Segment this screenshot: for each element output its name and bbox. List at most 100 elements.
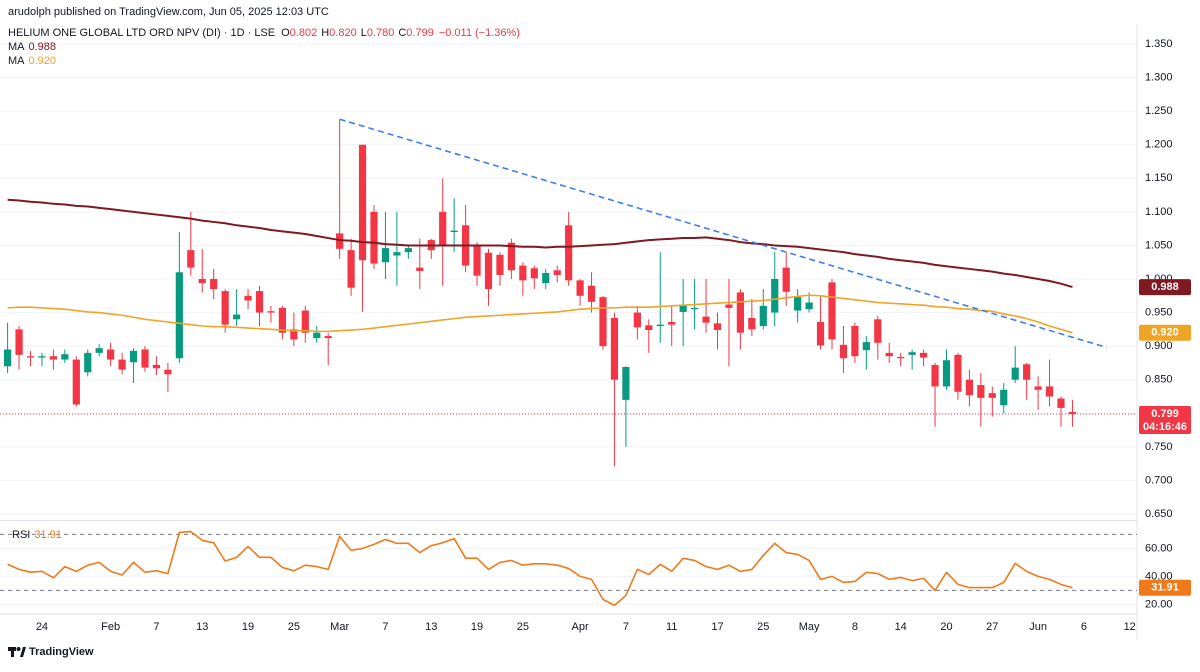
candle-body xyxy=(72,359,80,405)
candle-body xyxy=(1023,364,1031,380)
candle-body xyxy=(416,267,424,271)
x-tick-label: 20 xyxy=(940,621,952,633)
candle-body xyxy=(874,319,882,343)
ma-badge-text: 0.920 xyxy=(1151,327,1179,339)
candle-body xyxy=(656,324,664,327)
candle-body xyxy=(885,352,893,357)
candle-body xyxy=(233,314,241,320)
x-tick-label: 25 xyxy=(757,621,769,633)
ma-legend-value: 0.920 xyxy=(29,55,57,67)
candle-body xyxy=(107,349,115,360)
candle-body xyxy=(61,354,69,360)
candle-body xyxy=(920,352,928,358)
candle-body xyxy=(15,329,23,355)
candle-body xyxy=(141,349,149,368)
trendline xyxy=(339,118,1108,349)
x-tick-label: 7 xyxy=(153,621,159,633)
candle-body xyxy=(267,311,275,313)
candle-body xyxy=(610,317,619,380)
candle-body xyxy=(553,270,561,275)
candle-body xyxy=(839,344,848,359)
candle-body xyxy=(633,312,641,328)
candle-body xyxy=(439,211,447,245)
candle-body xyxy=(988,393,996,398)
ma-legend: MA 0.988 xyxy=(8,41,56,53)
candle-body xyxy=(175,272,183,359)
candle-body xyxy=(965,379,973,396)
candle-body xyxy=(622,366,630,400)
candle-body xyxy=(95,348,103,353)
x-tick-label: 13 xyxy=(425,621,437,633)
y-tick-label: 1.050 xyxy=(1145,239,1173,251)
x-tick-label: 8 xyxy=(852,621,858,633)
rsi-legend-value: 31.91 xyxy=(34,529,62,541)
candle-body xyxy=(851,326,859,357)
y-tick-label: 1.350 xyxy=(1145,38,1173,50)
ohlc-value: 0.780 xyxy=(367,27,395,39)
candle-body xyxy=(759,305,767,327)
candle-body xyxy=(668,321,676,325)
candle-body xyxy=(370,211,378,264)
x-tick-label: 17 xyxy=(711,621,723,633)
candle-body xyxy=(782,267,790,292)
candle-body xyxy=(565,225,573,281)
candle-body xyxy=(542,272,550,284)
candle-body xyxy=(1000,389,1008,406)
candle-body xyxy=(381,248,390,263)
candle-body xyxy=(164,369,172,375)
candle-body xyxy=(393,252,401,256)
candle-body xyxy=(38,356,46,358)
candle-body xyxy=(736,292,744,333)
x-tick-label: 7 xyxy=(382,621,388,633)
candle-body xyxy=(26,356,35,358)
ohlc-label: O xyxy=(281,27,290,39)
y-tick-label: 60.00 xyxy=(1145,542,1173,554)
y-tick-label: 1.200 xyxy=(1145,139,1173,151)
rsi-legend: RSI 31.91 xyxy=(12,529,62,541)
ohlc-label: C xyxy=(398,27,406,39)
x-tick-label: Jun xyxy=(1029,621,1047,633)
x-tick-label: 19 xyxy=(471,621,483,633)
candle-body xyxy=(473,244,481,276)
x-tick-label: 24 xyxy=(36,621,48,633)
y-tick-label: 1.150 xyxy=(1145,172,1173,184)
candle-body xyxy=(347,250,355,288)
candle-body xyxy=(530,268,538,279)
rsi-badge-text: 31.91 xyxy=(1151,582,1179,594)
candle-body xyxy=(198,279,206,284)
candle-body xyxy=(152,364,161,369)
x-tick-label: 12 xyxy=(1124,621,1136,633)
candle-body xyxy=(484,252,493,290)
ma-legend-name: MA xyxy=(8,55,25,67)
ma-badge-text: 0.988 xyxy=(1151,281,1179,293)
ma-badge xyxy=(1139,324,1191,341)
candle-body xyxy=(221,291,229,325)
candle-body xyxy=(645,325,653,331)
symbol-name: HELIUM ONE GLOBAL LTD ORD NPV (DI) · 1D … xyxy=(8,27,275,39)
ohlc-value: 0.799 xyxy=(406,27,434,39)
label-layer: 24 Feb 7 13 19 25 Mar 7 13 19 25 Apr 7 11 17 25 May 8 14 20… xyxy=(8,38,1191,633)
candle-body xyxy=(599,297,607,347)
candle-body xyxy=(679,304,687,312)
y-tick-label: 0.950 xyxy=(1145,306,1173,318)
y-tick-label: 0.700 xyxy=(1145,474,1173,486)
symbol-legend: HELIUM ONE GLOBAL LTD ORD NPV (DI) · 1D … xyxy=(8,27,520,39)
x-tick-label: 25 xyxy=(517,621,529,633)
last-price-badge-text: 0.799 xyxy=(1151,408,1179,420)
last-price-badge xyxy=(1139,405,1191,434)
candle-body xyxy=(691,307,699,310)
candle-body xyxy=(748,317,756,330)
candle-body xyxy=(794,297,802,311)
ohlc-value: 0.802 xyxy=(290,27,318,39)
mark-layer xyxy=(0,118,1137,607)
x-tick-label: 13 xyxy=(196,621,208,633)
publish-header: arudolph published on TradingView.com, J… xyxy=(8,6,329,18)
y-tick-label: 0.650 xyxy=(1145,508,1173,520)
candle-body xyxy=(118,359,126,370)
ohlc-value: 0.820 xyxy=(329,27,357,39)
candle-body xyxy=(496,254,504,275)
candle-body xyxy=(129,350,138,363)
footer-brand-text: TradingView xyxy=(29,646,94,658)
candle-body xyxy=(313,332,321,339)
x-tick-label: 7 xyxy=(623,621,629,633)
